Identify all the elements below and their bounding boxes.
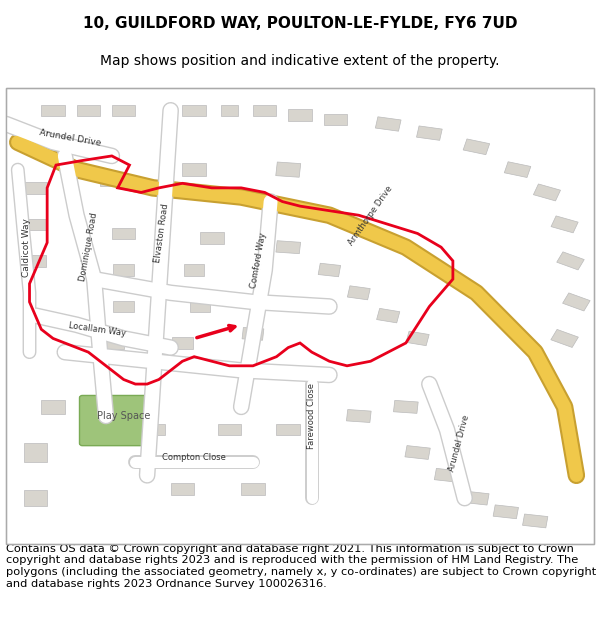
Bar xyxy=(346,409,371,422)
Bar xyxy=(551,329,578,348)
Bar xyxy=(493,505,518,519)
Bar xyxy=(557,252,584,270)
Bar xyxy=(100,172,124,186)
Bar xyxy=(182,104,206,116)
Bar xyxy=(394,401,418,413)
Bar xyxy=(276,162,301,177)
Text: Caldicot Way: Caldicot Way xyxy=(22,217,31,277)
Bar xyxy=(200,232,224,244)
Bar xyxy=(376,117,401,131)
Bar xyxy=(112,228,136,239)
Text: Elvaston Road: Elvaston Road xyxy=(153,203,170,264)
Bar xyxy=(551,216,578,233)
Bar xyxy=(242,328,264,340)
Bar xyxy=(100,338,124,349)
Bar xyxy=(221,104,238,116)
Bar xyxy=(41,400,65,414)
Bar xyxy=(405,446,430,459)
Bar xyxy=(434,468,460,482)
Bar xyxy=(190,301,211,312)
Bar xyxy=(113,264,134,276)
Bar xyxy=(82,424,106,436)
Bar xyxy=(277,424,300,436)
Bar xyxy=(41,104,65,116)
Bar xyxy=(563,293,590,311)
Bar xyxy=(77,104,100,116)
Bar xyxy=(377,308,400,323)
Bar xyxy=(463,139,490,154)
Text: Contains OS data © Crown copyright and database right 2021. This information is : Contains OS data © Crown copyright and d… xyxy=(6,544,596,589)
Bar xyxy=(276,241,301,254)
Text: Arundel Drive: Arundel Drive xyxy=(447,414,470,472)
Bar xyxy=(323,114,347,125)
Text: Play Space: Play Space xyxy=(97,411,150,421)
Bar xyxy=(504,162,531,177)
Bar xyxy=(218,424,241,436)
Text: Map shows position and indicative extent of the property.: Map shows position and indicative extent… xyxy=(100,54,500,68)
Bar xyxy=(347,286,370,300)
Bar xyxy=(113,301,134,312)
Bar xyxy=(318,263,341,277)
Bar xyxy=(523,514,548,528)
Bar xyxy=(25,255,46,267)
Bar xyxy=(182,162,206,176)
Text: Farewood Close: Farewood Close xyxy=(307,383,316,449)
Bar xyxy=(172,338,193,349)
Bar xyxy=(141,424,165,436)
Text: Arundel Drive: Arundel Drive xyxy=(39,128,102,148)
Bar xyxy=(170,483,194,495)
Bar xyxy=(184,264,205,276)
Text: Dominique Road: Dominique Road xyxy=(78,212,99,282)
Text: Locallam Way: Locallam Way xyxy=(68,321,127,338)
Bar xyxy=(112,104,136,116)
Bar xyxy=(23,182,47,194)
Bar xyxy=(533,184,560,201)
Bar xyxy=(253,104,277,116)
Bar xyxy=(288,109,312,121)
Bar xyxy=(241,483,265,495)
Bar xyxy=(23,443,47,462)
Bar xyxy=(23,490,47,506)
Bar xyxy=(25,219,46,230)
Text: Compton Close: Compton Close xyxy=(162,452,226,461)
Text: Armthorpe Drive: Armthorpe Drive xyxy=(347,184,394,247)
Bar xyxy=(464,491,489,505)
Bar xyxy=(416,126,442,141)
Bar xyxy=(406,331,429,346)
FancyBboxPatch shape xyxy=(79,396,156,446)
Text: Comford Way: Comford Way xyxy=(250,232,268,289)
Text: 10, GUILDFORD WAY, POULTON-LE-FYLDE, FY6 7UD: 10, GUILDFORD WAY, POULTON-LE-FYLDE, FY6… xyxy=(83,16,517,31)
